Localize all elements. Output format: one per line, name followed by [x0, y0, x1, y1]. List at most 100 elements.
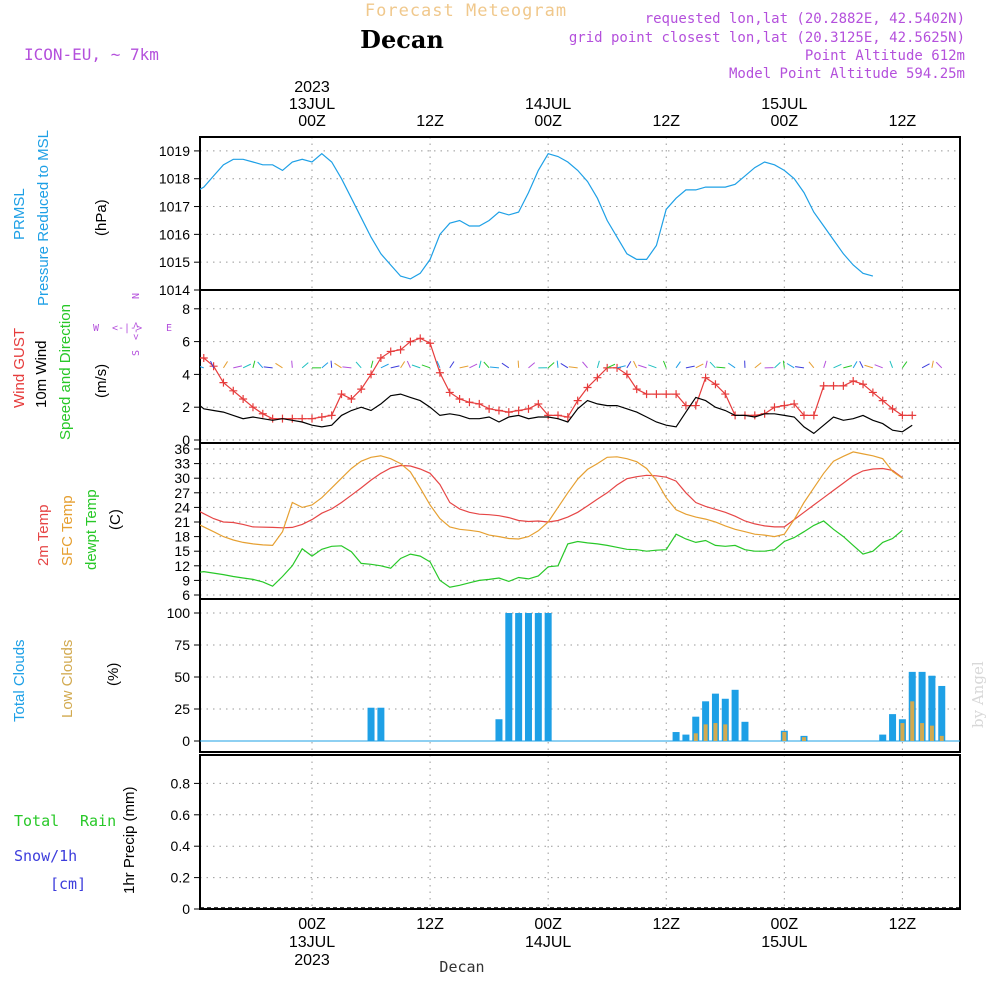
wind-direction-arrow [754, 362, 762, 369]
panel-frame [199, 754, 961, 910]
wind-direction-arrow [638, 364, 647, 369]
model-label: ICON-EU, ~ 7km [24, 45, 159, 64]
wind-direction-arrow [547, 362, 555, 369]
series-sfc-temp [200, 451, 903, 547]
gust-marker [849, 376, 858, 385]
compass-rose: W <-|-> E N <-> S [93, 293, 172, 356]
wind-direction-arrow [852, 361, 858, 369]
gust-marker [416, 334, 425, 343]
gust-marker [170, 405, 178, 413]
low-cloud-bar [920, 723, 925, 741]
gust-marker [219, 378, 228, 387]
gust-marker [868, 388, 877, 397]
gust-marker [711, 380, 720, 389]
gust-marker [898, 411, 907, 420]
y-tick-label: 0 [182, 733, 190, 749]
total-cloud-bar [721, 698, 729, 741]
cloud-labels: Total Clouds Low Clouds (%) [11, 639, 122, 722]
y-tick-label: 8 [182, 301, 190, 317]
total-cloud-bar [505, 613, 513, 741]
gust-marker [406, 337, 415, 346]
gust-marker [790, 399, 799, 408]
gust-marker [504, 408, 513, 417]
wind-direction-arrow [174, 361, 178, 367]
total-cloud-bar [672, 732, 680, 741]
gust-marker [809, 411, 818, 420]
low-cloud-bar [782, 732, 787, 741]
total-cloud-bar [515, 613, 523, 741]
wind-labels: Wind GUST 10m Wind Speed and Direction (… [11, 304, 110, 440]
wind-direction-arrow [921, 363, 930, 369]
panel-data [200, 451, 903, 588]
wind-direction-arrow [411, 364, 421, 369]
y-tick-label: 24 [174, 499, 190, 515]
gust-marker [770, 403, 779, 412]
gust-marker [514, 406, 523, 415]
y-tick-label: 27 [174, 485, 190, 501]
gust-marker [357, 385, 366, 394]
gust-marker [160, 357, 168, 365]
wind-direction-arrow [252, 360, 256, 368]
wind-direction-arrow [695, 363, 704, 369]
location-title: Decan [360, 25, 444, 54]
gust-marker [878, 396, 887, 405]
time-label-bottom: 2023 [294, 952, 330, 969]
gust-marker [327, 411, 336, 420]
low-cloud-bar [939, 735, 944, 741]
time-label-bottom: 00Z [771, 916, 799, 933]
snow-unit-label: [cm] [50, 875, 86, 893]
y-tick-label: 30 [174, 470, 190, 486]
wind-unit: (m/s) [93, 364, 110, 398]
y-tick-label: 25 [174, 701, 190, 717]
panel-data [200, 613, 960, 742]
y-tick-label: 12 [174, 558, 190, 574]
time-label-top: 12Z [889, 113, 917, 130]
total-cloud-bar [692, 716, 700, 741]
wind-direction-arrow [556, 360, 559, 368]
total-clouds-label: Total Clouds [11, 639, 28, 722]
total-cloud-bar [741, 721, 749, 741]
gust-marker [573, 396, 582, 405]
y-tick-label: 33 [174, 456, 190, 472]
gust-marker [396, 345, 405, 354]
y-tick-label: 1018 [159, 171, 190, 187]
total-cloud-bar [524, 613, 532, 741]
wind-direction-arrow [155, 364, 163, 368]
time-label-bottom: 12Z [652, 916, 680, 933]
wind-direction-arrow [774, 362, 781, 369]
chart-title: Forecast Meteogram [365, 1, 567, 21]
wind-direction-arrow [321, 362, 329, 369]
chart-panels: 1014101510161017101810190246869121518212… [155, 136, 961, 917]
footer-location: Decan [439, 958, 484, 976]
wind-direction-arrow [843, 365, 853, 369]
total-cloud-bar [377, 707, 385, 741]
time-label-bottom: 15JUL [761, 934, 807, 951]
series-dewpt-temp [200, 520, 903, 588]
wind-direction-arrow [568, 366, 578, 369]
wind-direction-arrow [786, 363, 795, 369]
gust-marker [691, 401, 700, 410]
gust-marker [317, 413, 326, 422]
time-label-top: 15JUL [761, 96, 807, 113]
grid-point-coords: grid point closest lon,lat (20.3125E, 42… [569, 30, 965, 46]
compass-east: E [166, 323, 172, 334]
wind-direction-arrow [833, 363, 842, 369]
wind-direction-arrow [275, 362, 283, 369]
wind-speed-dir-label: Speed and Direction [57, 304, 74, 440]
temp-dewpt-label: dewpt Temp [83, 489, 100, 570]
wind-direction-arrow [901, 361, 908, 369]
gust-marker [800, 411, 808, 420]
panel-precipitation: 0 0.2 0.4 0.6 0.8 [171, 754, 961, 917]
compass-w-arrow: <-|-> [112, 323, 142, 334]
wind-direction-arrow [795, 366, 805, 369]
temp-2m-label: 2m Temp [35, 505, 52, 566]
gust-marker [465, 398, 474, 407]
y-tick-label: 100 [167, 605, 191, 621]
gust-marker [239, 395, 248, 403]
low-cloud-bar [703, 724, 708, 741]
prmsl-long-label: Pressure Reduced to MSL [35, 130, 52, 306]
wind-direction-arrow [935, 361, 943, 369]
wind-direction-arrow [421, 364, 431, 369]
gust-marker [681, 401, 690, 410]
